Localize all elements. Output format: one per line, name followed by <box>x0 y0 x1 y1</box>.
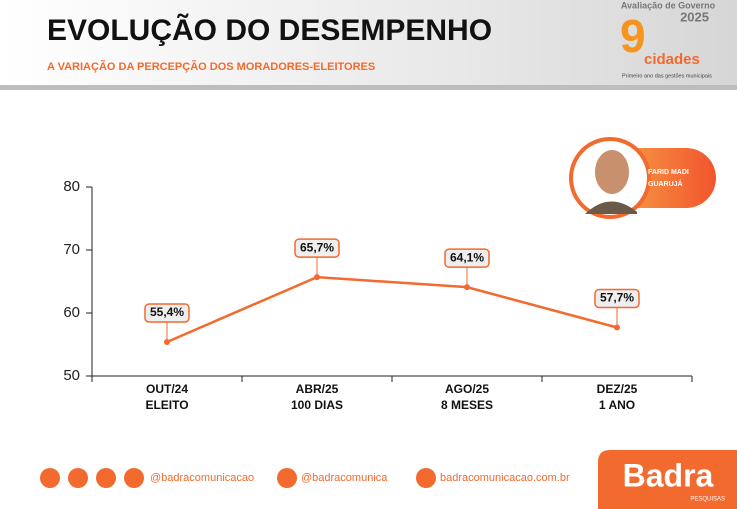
icon-facebook <box>40 468 60 488</box>
y-tick-label: 70 <box>63 241 80 258</box>
logo-line: Avaliação de Governo <box>621 0 716 10</box>
x-tick-label: AGO/25 <box>445 382 489 396</box>
x-tick-sublabel: 8 MESES <box>441 398 493 412</box>
badge-city: GUARUJÁ <box>648 179 683 188</box>
icon-web <box>416 468 436 488</box>
y-tick-label: 50 <box>63 367 80 384</box>
point <box>314 274 320 281</box>
title: EVOLUÇÃO DO DESEMPENHO <box>47 13 492 47</box>
footer-icons <box>40 468 436 488</box>
logo-word: cidades <box>644 51 700 68</box>
x-tick-sublabel: ELEITO <box>145 398 188 412</box>
logo-year: 2025 <box>680 9 709 24</box>
x-tick-sublabel: 100 DIAS <box>291 398 343 412</box>
y-tick-label: 80 <box>63 178 80 195</box>
logo-number: 9 <box>620 10 646 62</box>
icon-instagram <box>68 468 88 488</box>
x-tick-label: OUT/24 <box>146 382 188 396</box>
brand-sub: PESQUISAS <box>690 497 725 503</box>
point <box>464 284 470 291</box>
photo-shoulders <box>585 201 637 214</box>
photo-face <box>595 150 629 194</box>
footer-site: badracomunicacao.com.br <box>440 472 570 484</box>
label-box <box>594 288 640 309</box>
value-label: 55,4% <box>150 305 184 319</box>
x-tick-label: ABR/25 <box>296 382 339 396</box>
y-tick-label: 60 <box>63 304 80 321</box>
subtitle: A VARIAÇÃO DA PERCEPÇÃO DOS MORADORES-EL… <box>47 60 375 73</box>
brand-block <box>598 450 737 509</box>
line <box>166 275 618 344</box>
brand: Badra <box>623 457 714 493</box>
x-tick-label: DEZ/25 <box>597 382 638 396</box>
label-box <box>294 238 340 258</box>
header-band <box>0 0 737 85</box>
point <box>164 338 170 345</box>
footer-handle: @badracomunica <box>301 472 388 484</box>
value-label: 57,7% <box>600 291 634 305</box>
point <box>614 324 620 331</box>
icon-threads <box>124 468 144 488</box>
badge-name: FARID MADI <box>648 169 689 176</box>
value-label: 64,1% <box>450 250 484 264</box>
value-label: 65,7% <box>300 240 334 254</box>
icon-youtube <box>96 468 116 488</box>
label-box <box>444 248 490 268</box>
logo-tagline: Primeiro ano das gestões municipais <box>622 73 712 79</box>
x-tick-sublabel: 1 ANO <box>599 398 635 412</box>
label-box <box>144 303 190 323</box>
plot: 50 60 70 80 55,4% 65,7% 64,1% 57,7% OUT/24 ELEITO… <box>63 178 693 412</box>
header-rule <box>0 85 737 90</box>
icon-x <box>277 468 297 488</box>
footer-handle: @badracomunicacao <box>150 472 254 484</box>
